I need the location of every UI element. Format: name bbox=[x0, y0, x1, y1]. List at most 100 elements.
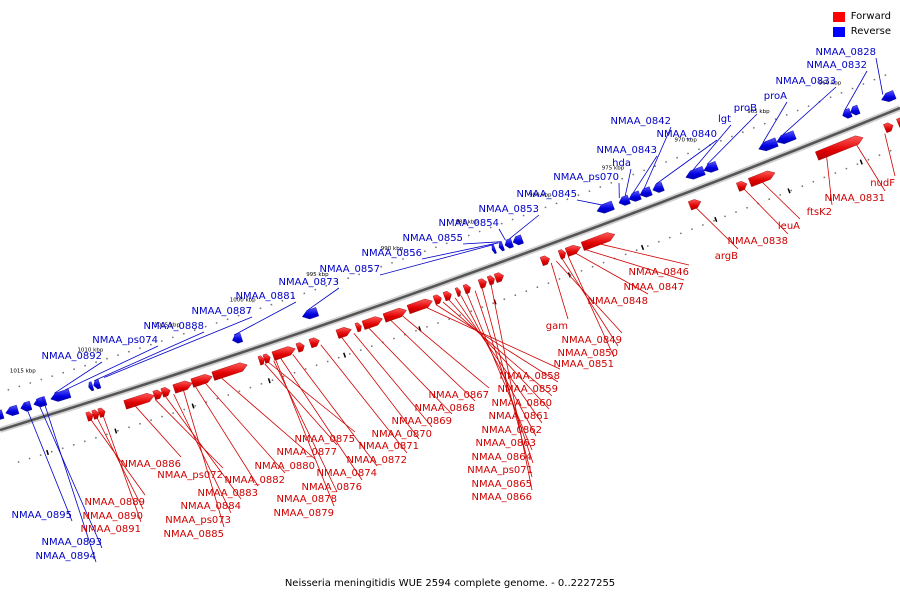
guide-dot bbox=[226, 318, 229, 321]
gene-label-nmaa-0894: NMAA_0894 bbox=[35, 551, 96, 562]
legend-forward: Forward bbox=[832, 9, 891, 24]
gene-label-nmaa-0866: NMAA_0866 bbox=[471, 492, 532, 503]
forward-gene-arrow bbox=[493, 272, 504, 283]
guide-dot bbox=[139, 422, 141, 425]
gene-label-ftsk2: ftsK2 bbox=[807, 207, 832, 218]
guide-dot bbox=[326, 360, 329, 363]
forward-gene-arrow bbox=[442, 290, 452, 302]
guide-dot bbox=[698, 148, 700, 151]
reverse-gene-arrow bbox=[232, 332, 244, 344]
gene-label-nmaa-0851: NMAA_0851 bbox=[553, 359, 614, 370]
guide-dot bbox=[314, 288, 317, 291]
leader-nmaa-0868 bbox=[390, 320, 476, 402]
legend-forward-label: Forward bbox=[850, 11, 891, 22]
leader-nmaa-0887 bbox=[104, 316, 253, 378]
leader-nmaa-0845 bbox=[576, 199, 602, 206]
guide-dot bbox=[117, 429, 119, 432]
guide-dot bbox=[676, 156, 678, 159]
guide-dot bbox=[393, 337, 395, 340]
reverse-gene-arrow bbox=[498, 241, 505, 252]
guide-dot bbox=[193, 329, 196, 332]
leader-nmaa-0840 bbox=[655, 139, 718, 185]
gene-label-nmaa-0870: NMAA_0870 bbox=[371, 429, 432, 440]
forward-gene-arrow bbox=[271, 346, 296, 361]
gene-label-nmaa-0874: NMAA_0874 bbox=[316, 468, 377, 479]
guide-dot bbox=[445, 242, 448, 245]
gene-label-nmaa-ps070: NMAA_ps070 bbox=[553, 172, 619, 183]
guide-dot bbox=[106, 357, 108, 360]
guide-dot bbox=[248, 311, 251, 313]
guide-dot bbox=[17, 461, 20, 463]
guide-dot bbox=[878, 154, 881, 157]
leader-nmaa-0861 bbox=[448, 299, 550, 410]
reverse-gene-arrow bbox=[703, 161, 719, 173]
guide-dot bbox=[73, 368, 75, 371]
leader-nmaa-0895 bbox=[24, 402, 73, 522]
guide-dot bbox=[183, 408, 186, 411]
guide-dot bbox=[533, 210, 536, 213]
forward-gene-arrow bbox=[462, 283, 471, 295]
guide-dot bbox=[61, 447, 64, 450]
forward-gene-arrow bbox=[539, 255, 550, 267]
gene-label-nmaa-0842: NMAA_0842 bbox=[610, 116, 671, 127]
guide-dot bbox=[668, 236, 671, 239]
guide-dot bbox=[271, 379, 274, 382]
leader-nmaa-0873 bbox=[307, 287, 340, 311]
gene-label-nmaa-ps074: NMAA_ps074 bbox=[92, 335, 158, 346]
guide-dot bbox=[370, 345, 373, 348]
gene-label-nmaa-0864: NMAA_0864 bbox=[471, 452, 532, 463]
gene-label-nmaa-0832: NMAA_0832 bbox=[806, 60, 867, 71]
guide-dot bbox=[204, 325, 207, 328]
guide-dot bbox=[227, 394, 230, 396]
reverse-gene-arrow bbox=[685, 166, 706, 180]
leader-nmaa-0874 bbox=[292, 354, 378, 467]
scale-tick bbox=[859, 159, 863, 165]
gene-label-nmaa-0854: NMAA_0854 bbox=[438, 218, 499, 229]
guide-dot bbox=[51, 375, 54, 377]
guide-dot bbox=[555, 202, 558, 205]
reverse-gene-arrow bbox=[504, 238, 514, 249]
guide-dot bbox=[426, 326, 428, 328]
gene-label-nmaa-0865: NMAA_0865 bbox=[471, 479, 532, 490]
leader-nmaa-0888 bbox=[94, 331, 205, 382]
forward-gene-arrow bbox=[477, 278, 487, 289]
guide-dot bbox=[481, 306, 484, 309]
guide-dot bbox=[259, 307, 262, 310]
reverse-gene-arrow bbox=[93, 379, 102, 390]
gene-labels: NMAA_0895 NMAA_0893 NMAA_0894 NMAA_0892 NMAA… bbox=[11, 47, 895, 562]
leader-nmaa-0847 bbox=[586, 249, 685, 281]
guide-dot bbox=[862, 83, 865, 85]
guide-dot bbox=[215, 322, 218, 324]
leader-prob bbox=[706, 113, 758, 165]
gene-label-nmaa-0876: NMAA_0876 bbox=[301, 482, 362, 493]
guide-dot bbox=[413, 254, 415, 256]
leader-nmaa-0891 bbox=[103, 416, 142, 523]
guide-dot bbox=[238, 390, 241, 393]
gene-label-nmaa-0869: NMAA_0869 bbox=[391, 416, 452, 427]
guide-dot bbox=[50, 450, 53, 453]
guide-dot bbox=[856, 163, 859, 166]
gene-label-nmaa-0890: NMAA_0890 bbox=[82, 511, 143, 522]
leader-lgt bbox=[692, 124, 732, 171]
leader-nmaa-0885 bbox=[183, 390, 225, 528]
guide-dot bbox=[720, 139, 722, 142]
gene-label-nudf: nudF bbox=[870, 178, 895, 189]
reverse-gene-arrow bbox=[5, 404, 20, 416]
gene-label-nmaa-0887: NMAA_0887 bbox=[191, 306, 252, 317]
forward-gene-arrow bbox=[85, 411, 94, 422]
guide-dot bbox=[62, 371, 65, 374]
guide-dot bbox=[150, 419, 153, 422]
leader-nmaa-0856 bbox=[421, 242, 499, 260]
forward-gene-arrow bbox=[190, 374, 213, 388]
gene-label-nmaa-0840: NMAA_0840 bbox=[656, 129, 717, 140]
guide-dot bbox=[845, 167, 848, 170]
guide-dot bbox=[150, 343, 152, 346]
legend: Forward Reverse bbox=[832, 9, 891, 39]
guide-dot bbox=[84, 364, 86, 367]
gene-label-nmaa-0888: NMAA_0888 bbox=[143, 321, 204, 332]
guide-dot bbox=[478, 230, 481, 233]
guide-dot bbox=[437, 322, 439, 324]
guide-dot bbox=[801, 185, 804, 188]
guide-dot bbox=[95, 436, 97, 439]
